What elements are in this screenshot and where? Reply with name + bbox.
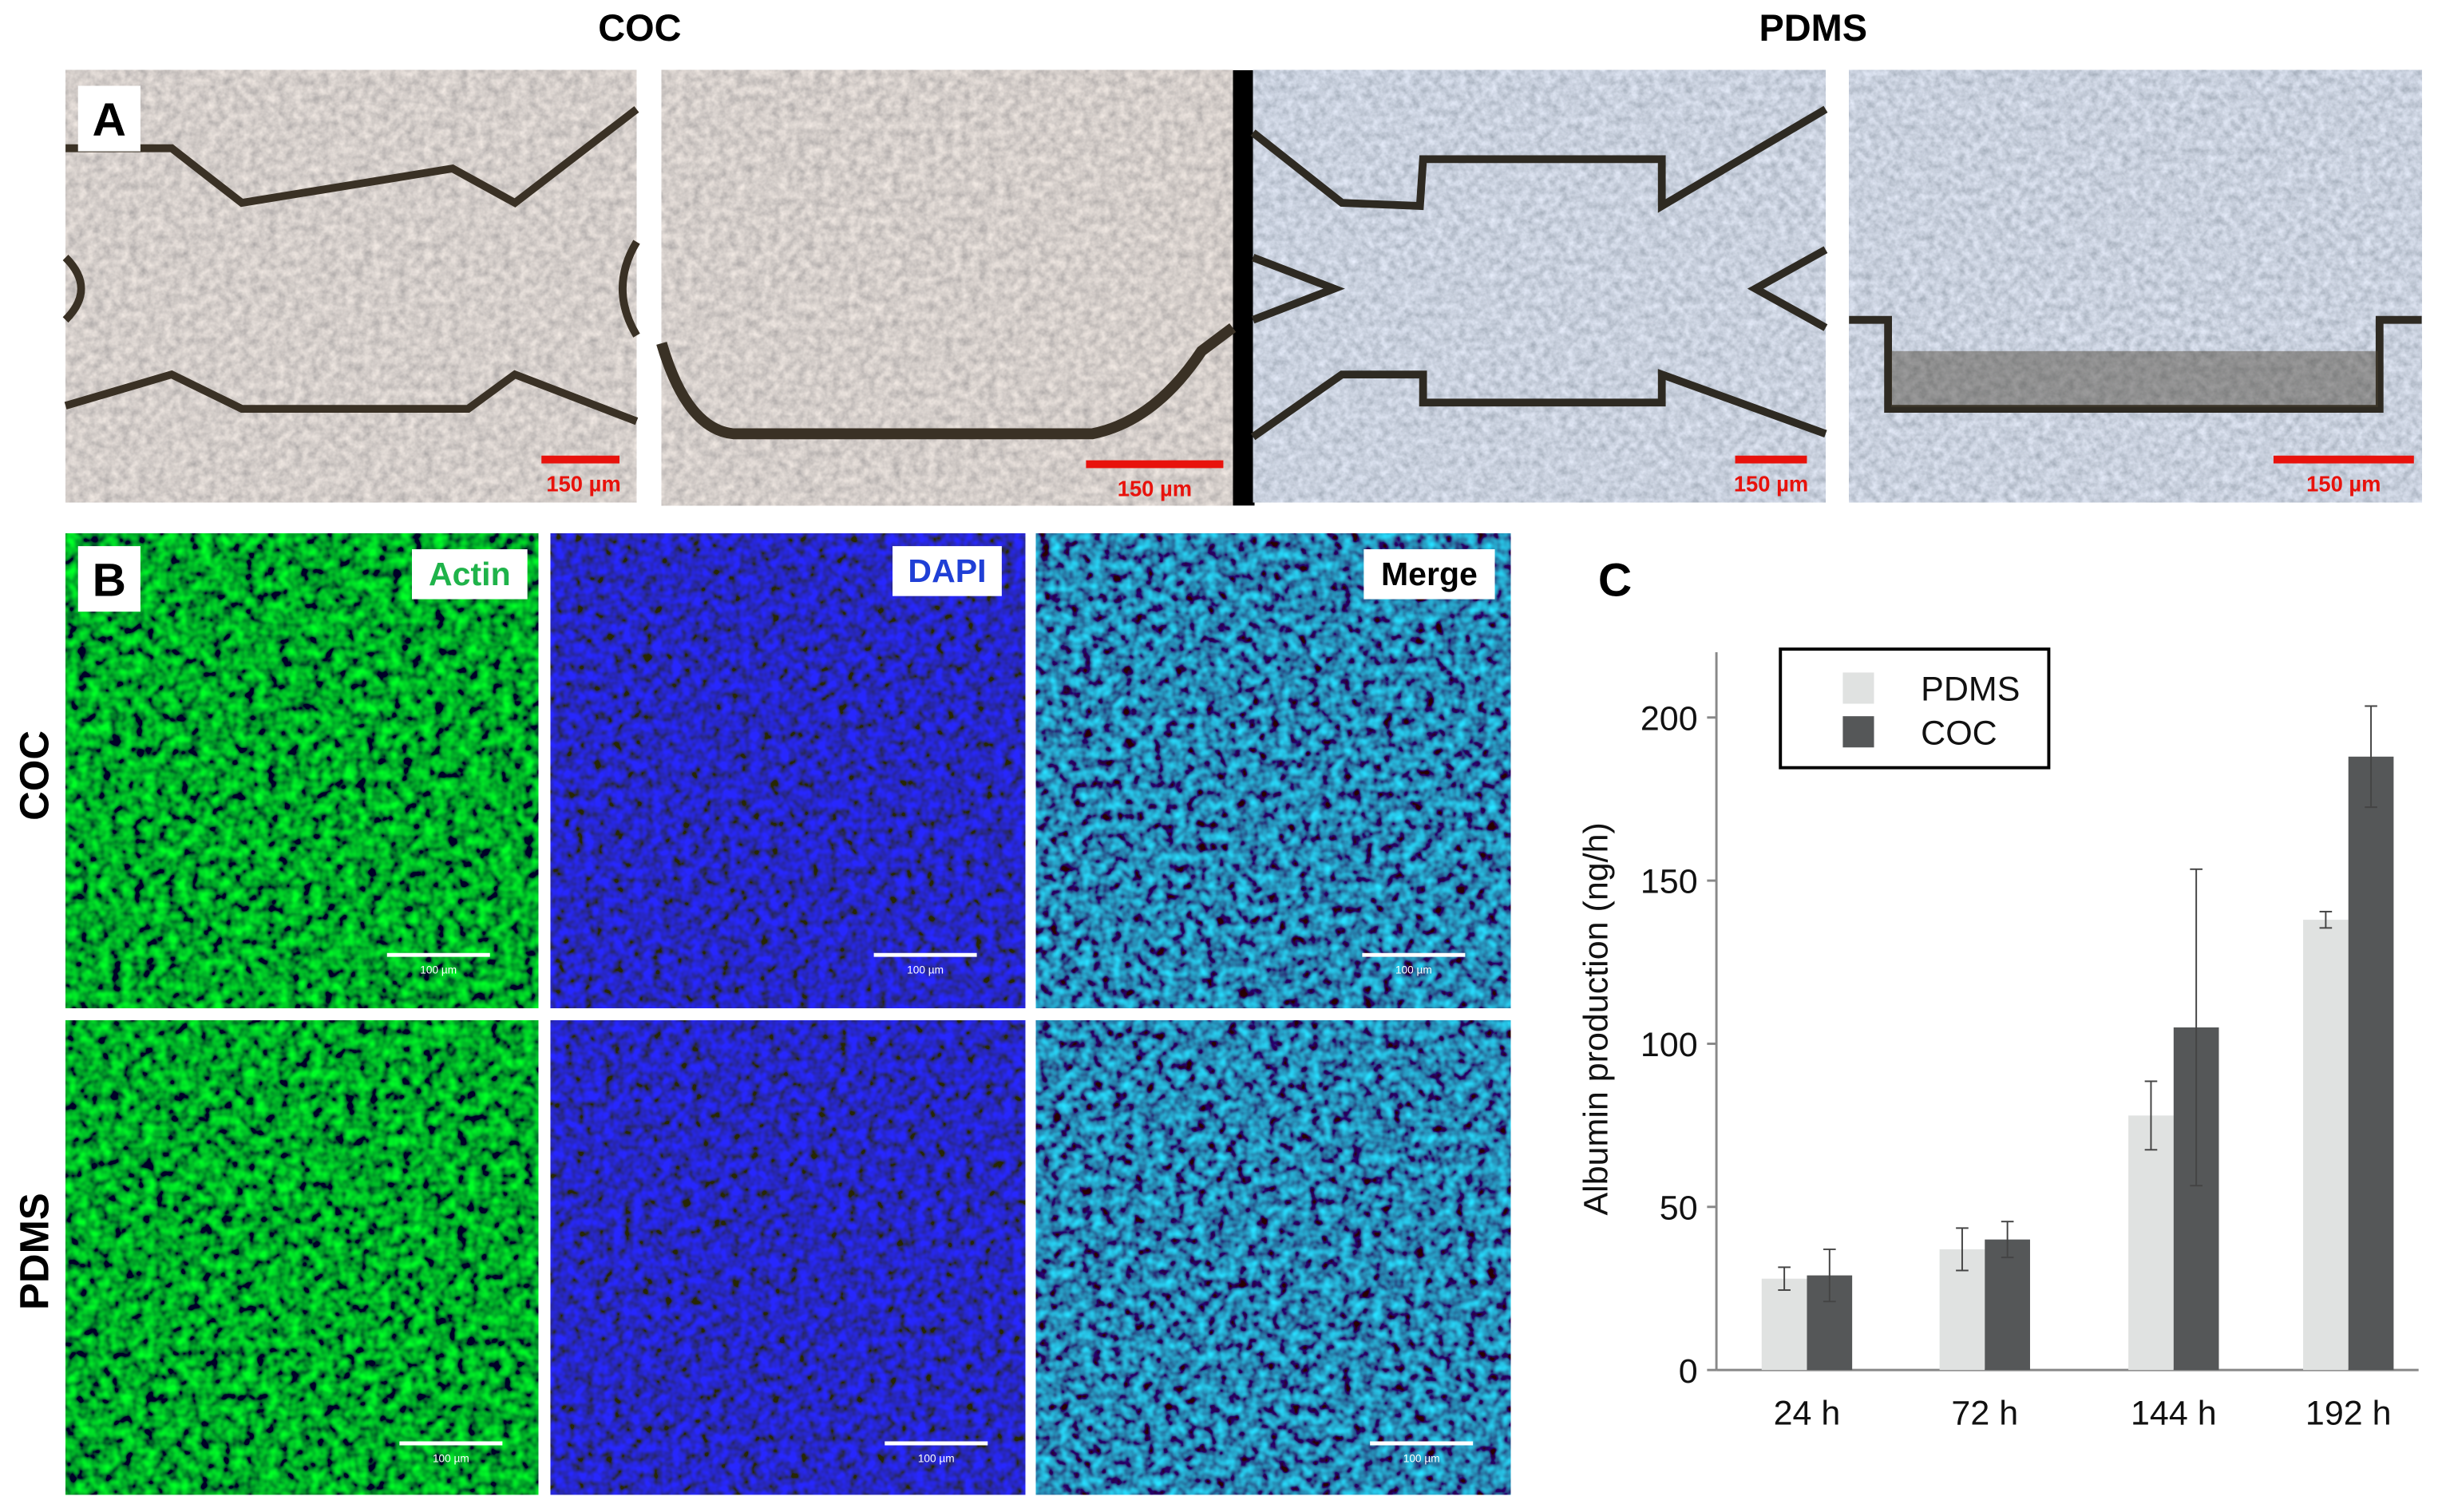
micrographs: [62, 69, 2422, 506]
micrograph: [661, 69, 1233, 506]
channel-outline: [1250, 105, 1828, 441]
channel-tag: DAPI: [908, 552, 986, 589]
error-bar: [2365, 705, 2377, 809]
error-bar: [2144, 1080, 2158, 1151]
channel-outline: [62, 105, 640, 425]
y-tick-label: 200: [1641, 699, 1698, 738]
micrograph: [1849, 69, 2422, 503]
scale-label: 150 µm: [1734, 472, 1808, 497]
error-bar: [2190, 868, 2203, 1187]
channel-outline: [656, 323, 1237, 440]
bar: [2303, 920, 2349, 1371]
scale-label: 100 µm: [1395, 964, 1432, 976]
y-axis-label: Albumin production (ng/h): [1577, 822, 1615, 1215]
legend-swatch: [1842, 716, 1874, 748]
bar: [1985, 1239, 2030, 1371]
bar-chart: C 0 50 100 150 200 Albumin production (ng/h) 24…: [1577, 555, 2419, 1433]
legend-swatch: [1842, 672, 1874, 704]
legend-frame: [1779, 647, 2051, 770]
scale-bars: 150 µm 150 µm 150 µm 150 µm: [541, 455, 2414, 501]
merge-image: [1035, 1020, 1511, 1495]
row-label: COC: [12, 730, 57, 821]
header-coc: COC: [598, 7, 681, 49]
row-label: PDMS: [12, 1193, 57, 1310]
x-tick-label: 144 h: [2131, 1395, 2217, 1433]
legend-label: PDMS: [1921, 671, 2020, 709]
header-pdms: PDMS: [1759, 7, 1868, 49]
panel-label: A: [93, 94, 126, 146]
fluorescence-images: [65, 533, 1511, 1495]
y-tick-label: 150: [1641, 863, 1698, 901]
bar: [2128, 1115, 2174, 1371]
channel-outline: [1849, 315, 2422, 413]
dapi-image: [550, 1020, 1026, 1495]
actin-image: [65, 1020, 539, 1495]
actin-image: [65, 533, 539, 1008]
y-tick-label: 50: [1660, 1189, 1698, 1227]
micrograph: [65, 69, 637, 503]
scale-label: 100 µm: [907, 964, 944, 976]
scale-label: 100 µm: [918, 1452, 955, 1464]
error-bar: [1823, 1248, 1836, 1303]
error-bar: [1956, 1227, 1969, 1272]
bar: [2348, 756, 2394, 1371]
scale-bar: [1735, 455, 1807, 464]
scale-label: 100 µm: [1403, 1452, 1440, 1464]
error-bar: [1778, 1266, 1791, 1291]
panel-label: C: [1598, 555, 1632, 607]
tag-box: [892, 546, 1002, 596]
error-bar: [2001, 1221, 2014, 1259]
scale-bars: 100 µm 100 µm 100 µm 100 µm 100 µm 100 µm: [386, 952, 1474, 1464]
tag-box: [1363, 549, 1495, 600]
channel-tag: Merge: [1381, 556, 1478, 592]
x-tick-label: 72 h: [1951, 1395, 2018, 1433]
divider: [1233, 69, 1255, 506]
scale-label: 150 µm: [1118, 477, 1192, 501]
legend: PDMS COC: [1779, 647, 2051, 770]
micrograph: [1253, 69, 1826, 503]
cell-band: [1891, 350, 2378, 408]
scale-label: 150 µm: [546, 472, 620, 497]
panel-label: B: [93, 555, 126, 607]
x-tick-label: 24 h: [1774, 1395, 1841, 1433]
legend-label: COC: [1921, 714, 1997, 752]
scale-label: 100 µm: [420, 964, 457, 976]
error-bar: [2319, 910, 2333, 929]
merge-image: [1035, 533, 1511, 1008]
y-tick-label: 100: [1641, 1026, 1698, 1064]
bar: [1761, 1278, 1807, 1371]
y-tick-label: 0: [1679, 1352, 1698, 1391]
scale-bar: [2273, 455, 2414, 464]
scale-label: 100 µm: [433, 1452, 469, 1464]
tag-box: [412, 549, 528, 600]
scale-bar: [1086, 460, 1224, 469]
scale-bar: [541, 455, 619, 464]
scale-label: 150 µm: [2306, 472, 2381, 497]
dapi-image: [550, 533, 1026, 1008]
label-box: [77, 546, 141, 612]
x-tick-label: 192 h: [2305, 1395, 2392, 1433]
channel-tag: Actin: [429, 556, 511, 592]
label-box: [77, 85, 141, 152]
